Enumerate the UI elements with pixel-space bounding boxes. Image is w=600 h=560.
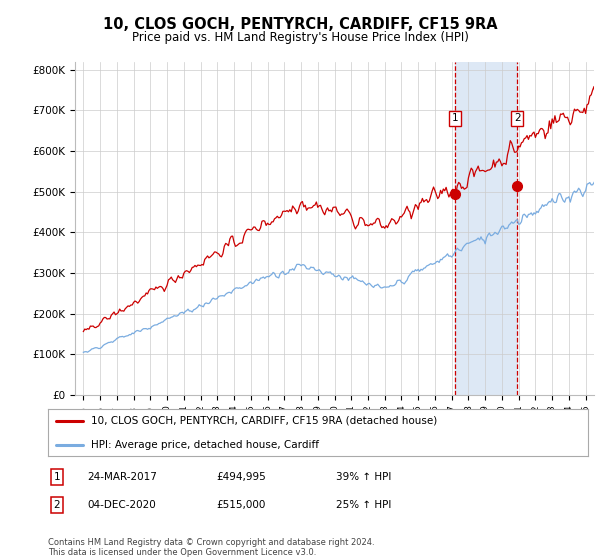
Text: 39% ↑ HPI: 39% ↑ HPI: [336, 472, 391, 482]
Bar: [455, 62, 517, 395]
Text: 24-MAR-2017: 24-MAR-2017: [87, 472, 157, 482]
Text: Price paid vs. HM Land Registry's House Price Index (HPI): Price paid vs. HM Land Registry's House …: [131, 31, 469, 44]
Text: 10, CLOS GOCH, PENTYRCH, CARDIFF, CF15 9RA (detached house): 10, CLOS GOCH, PENTYRCH, CARDIFF, CF15 9…: [91, 416, 437, 426]
Text: HPI: Average price, detached house, Cardiff: HPI: Average price, detached house, Card…: [91, 440, 319, 450]
Text: £494,995: £494,995: [216, 472, 266, 482]
Text: 1: 1: [53, 472, 61, 482]
Text: 1: 1: [452, 114, 458, 124]
Text: 25% ↑ HPI: 25% ↑ HPI: [336, 500, 391, 510]
Text: 2: 2: [53, 500, 61, 510]
Text: 2: 2: [514, 114, 521, 124]
Text: Contains HM Land Registry data © Crown copyright and database right 2024.
This d: Contains HM Land Registry data © Crown c…: [48, 538, 374, 557]
Text: 04-DEC-2020: 04-DEC-2020: [87, 500, 156, 510]
Text: 10, CLOS GOCH, PENTYRCH, CARDIFF, CF15 9RA: 10, CLOS GOCH, PENTYRCH, CARDIFF, CF15 9…: [103, 17, 497, 32]
Text: £515,000: £515,000: [216, 500, 265, 510]
